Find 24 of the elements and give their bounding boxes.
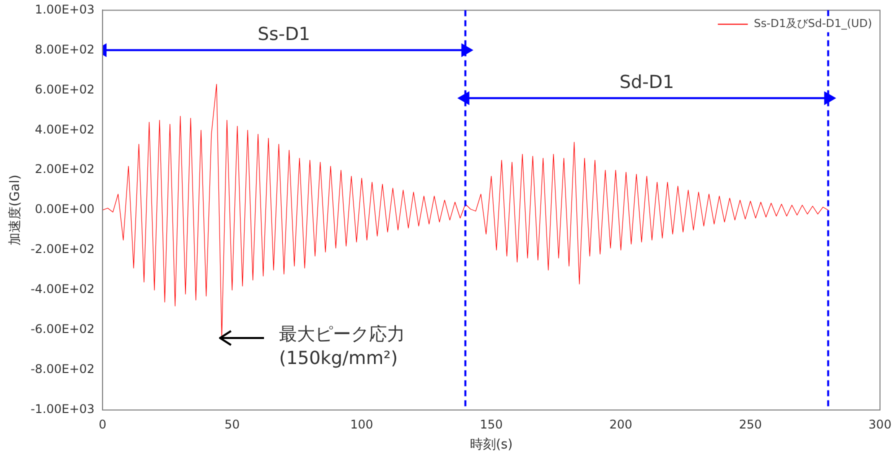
x-tick-label: 300 bbox=[868, 417, 892, 432]
y-axis-title: 加速度(Gal) bbox=[7, 174, 24, 246]
annotation: Ss-D1 bbox=[258, 24, 310, 46]
y-tick-label: -6.00E+02 bbox=[30, 322, 95, 336]
y-tick-label: 8.00E+02 bbox=[34, 42, 95, 56]
y-tick-label: -4.00E+02 bbox=[30, 282, 95, 296]
y-tick-label: 6.00E+02 bbox=[34, 82, 95, 96]
legend-label: Ss-D1及びSd-D1_(UD) bbox=[754, 17, 872, 30]
x-tick-label: 0 bbox=[98, 417, 106, 432]
x-axis-title: 時刻(s) bbox=[470, 438, 513, 453]
y-tick-label: -2.00E+02 bbox=[30, 242, 95, 256]
annotation: Sd-D1 bbox=[619, 72, 674, 94]
y-tick-label: 4.00E+02 bbox=[34, 122, 95, 136]
x-tick-label: 100 bbox=[350, 417, 374, 432]
annotation: 最大ピーク応力 (150kg/mm²) bbox=[279, 324, 406, 370]
y-tick-label: -8.00E+02 bbox=[30, 362, 95, 376]
x-tick-label: 200 bbox=[609, 417, 632, 432]
y-tick-label: 2.00E+02 bbox=[34, 162, 95, 176]
y-tick-label: 1.00E+03 bbox=[34, 2, 95, 16]
y-tick-label: 0.00E+00 bbox=[34, 202, 95, 216]
x-tick-label: 50 bbox=[224, 417, 240, 432]
x-tick-label: 150 bbox=[480, 417, 503, 432]
y-tick-label: -1.00E+03 bbox=[30, 402, 95, 416]
x-tick-label: 250 bbox=[738, 417, 762, 432]
